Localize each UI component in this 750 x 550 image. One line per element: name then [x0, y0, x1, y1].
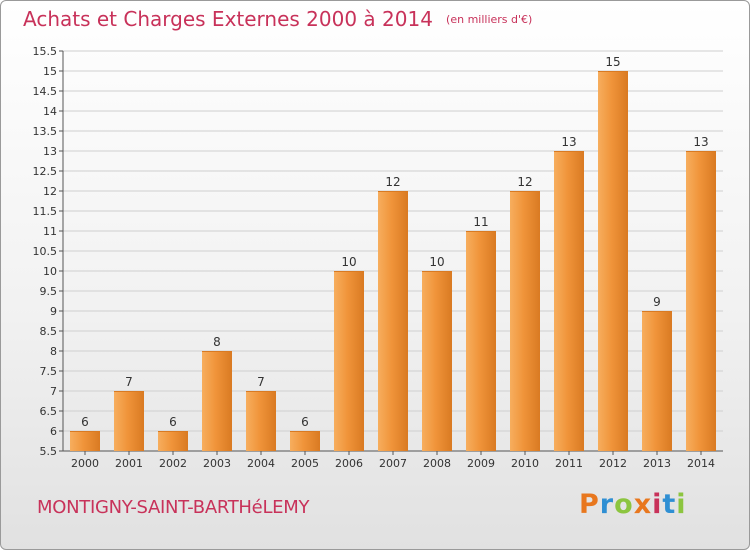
- data-label: 11: [473, 215, 488, 229]
- bar-2013: [642, 311, 672, 451]
- data-label: 13: [561, 135, 576, 149]
- brand-letter: x: [633, 489, 653, 520]
- y-tick-label: 7: [50, 385, 57, 398]
- x-tick-label: 2005: [291, 457, 319, 470]
- x-tick-label: 2006: [335, 457, 363, 470]
- x-tick-label: 2002: [159, 457, 187, 470]
- y-tick-label: 11: [43, 225, 57, 238]
- unit-text: (en milliers d'€): [446, 13, 533, 26]
- y-tick-label: 15.5: [33, 45, 58, 58]
- data-label: 13: [693, 135, 708, 149]
- brand-logo: Proxiti: [579, 489, 687, 520]
- bars: [70, 71, 716, 451]
- data-label: 10: [429, 255, 444, 269]
- bar-2012: [598, 71, 628, 451]
- data-label: 6: [81, 415, 89, 429]
- y-tick-labels: 5.5 6 6.5 7 7.5 8 8.5 9 9.5 10 10.5 11 11.5 12 12.5 13 1…: [33, 45, 58, 458]
- x-tick-label: 2000: [71, 457, 99, 470]
- commune-name: MONTIGNY-SAINT-BARTHéLEMY: [37, 497, 310, 518]
- y-tick-label: 8: [50, 345, 57, 358]
- y-tick-label: 10.5: [33, 245, 58, 258]
- brand-letter: o: [614, 489, 634, 520]
- x-tick-label: 2010: [511, 457, 539, 470]
- data-label: 9: [653, 295, 661, 309]
- bar-2006: [334, 271, 364, 451]
- y-tick-label: 12: [43, 185, 57, 198]
- bar-2010: [510, 191, 540, 451]
- y-tick-label: 14.5: [33, 85, 58, 98]
- y-tick-label: 6: [50, 425, 57, 438]
- brand-letter: P: [579, 489, 600, 520]
- y-tick-label: 8.5: [40, 325, 58, 338]
- x-tick-label: 2012: [599, 457, 627, 470]
- x-tick-label: 2001: [115, 457, 143, 470]
- brand-letter: t: [662, 489, 677, 520]
- y-tick-label: 11.5: [33, 205, 58, 218]
- y-tick-label: 13: [43, 145, 57, 158]
- bar-2000: [70, 431, 100, 451]
- data-label: 12: [385, 175, 400, 189]
- brand-letter: r: [599, 489, 615, 520]
- bar-2002: [158, 431, 188, 451]
- data-label: 7: [257, 375, 265, 389]
- x-tick-label: 2009: [467, 457, 495, 470]
- data-label: 12: [517, 175, 532, 189]
- y-tick-label: 6.5: [40, 405, 58, 418]
- data-label: 6: [169, 415, 177, 429]
- bar-2005: [290, 431, 320, 451]
- y-tick-label: 14: [43, 105, 57, 118]
- y-tick-label: 5.5: [40, 445, 58, 458]
- y-tick-label: 12.5: [33, 165, 58, 178]
- bar-2001: [114, 391, 144, 451]
- bar-2009: [466, 231, 496, 451]
- y-tick-label: 7.5: [40, 365, 58, 378]
- y-tick-label: 13.5: [33, 125, 58, 138]
- bar-2004: [246, 391, 276, 451]
- chart-title: Achats et Charges Externes 2000 à 2014 (…: [23, 7, 532, 31]
- bar-2011: [554, 151, 584, 451]
- x-tick-label: 2011: [555, 457, 583, 470]
- x-tick-label: 2014: [687, 457, 715, 470]
- bar-2007: [378, 191, 408, 451]
- x-tick-label: 2008: [423, 457, 451, 470]
- bar-2008: [422, 271, 452, 451]
- data-label: 6: [301, 415, 309, 429]
- y-tick-label: 15: [43, 65, 57, 78]
- data-label: 10: [341, 255, 356, 269]
- data-label: 15: [605, 55, 620, 69]
- x-tick-labels: 2000 2001 2002 2003 2004 2005 2006 2007 2008 2009…: [71, 451, 715, 470]
- bar-2014: [686, 151, 716, 451]
- brand-letter: i: [652, 489, 663, 520]
- x-tick-label: 2003: [203, 457, 231, 470]
- data-labels: 6 7 6 8 7 6 10 12 10 11 12 13 15 9 13: [81, 55, 708, 429]
- x-tick-label: 2004: [247, 457, 275, 470]
- bar-2003: [202, 351, 232, 451]
- y-tick-label: 9: [50, 305, 57, 318]
- y-tick-label: 10: [43, 265, 57, 278]
- data-label: 7: [125, 375, 133, 389]
- data-label: 8: [213, 335, 221, 349]
- brand-letter: i: [676, 489, 687, 520]
- x-tick-label: 2007: [379, 457, 407, 470]
- x-tick-label: 2013: [643, 457, 671, 470]
- title-text: Achats et Charges Externes 2000 à 2014: [23, 7, 433, 31]
- y-tick-label: 9.5: [40, 285, 58, 298]
